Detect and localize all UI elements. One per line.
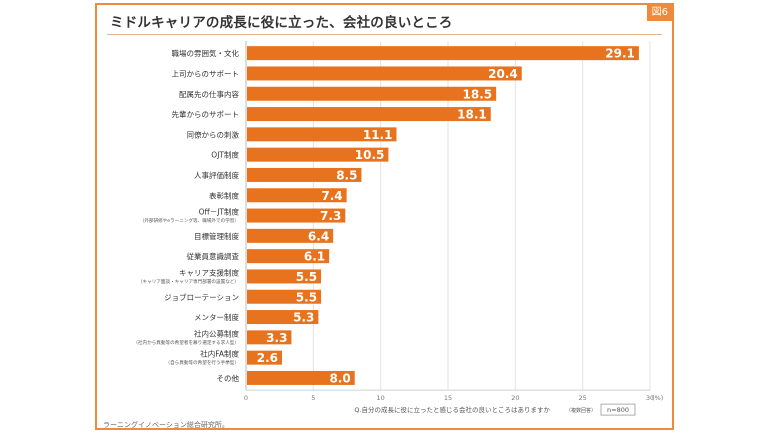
bar-value-label: 11.1: [363, 128, 393, 142]
category-label: 人事評価制度: [194, 170, 239, 180]
bar: [247, 46, 639, 61]
bar: [247, 370, 355, 385]
bar-value-label: 8.0: [329, 371, 350, 385]
category-label: 先輩からのサポート: [172, 109, 240, 119]
bar: [247, 289, 322, 304]
bar: [247, 107, 491, 122]
bar: [247, 188, 347, 203]
category-label: 職場の雰囲気・文化: [172, 48, 240, 58]
survey-question-note: （複数回答）: [566, 407, 596, 414]
bar: [247, 350, 283, 365]
bar-value-label: 2.6: [257, 351, 278, 365]
category-label: OJT制度: [211, 150, 239, 160]
bar-value-label: 8.5: [336, 168, 357, 182]
category-label: 従業員意識調査: [187, 251, 240, 261]
x-axis-unit: (%): [652, 394, 663, 402]
bar: [247, 127, 397, 142]
x-tick-label: 5: [311, 394, 315, 402]
figure-card: 図6 ミドルキャリアの成長に役に立った、会社の良いところ 0 5 10 15 20 25 3…: [95, 3, 674, 430]
category-label: メンター制度: [194, 312, 239, 322]
bar: [247, 167, 362, 182]
bar-value-label: 7.3: [320, 209, 341, 223]
bar: [247, 208, 346, 223]
bar-value-label: 5.3: [293, 311, 314, 325]
category-label: その他: [217, 373, 240, 383]
x-tick-label: 10: [377, 394, 385, 402]
x-tick-label: 20: [511, 394, 519, 402]
x-tick-label: 30: [646, 394, 654, 402]
bar-value-label: 5.5: [296, 270, 317, 284]
survey-question: Q.自分の成長に役に立ったと感じる会社の良いところはありますか: [354, 405, 550, 414]
category-label: 目標管理制度: [194, 231, 239, 241]
category-label: 同僚からの刺激: [187, 129, 240, 139]
figure-badge: 図6: [646, 5, 672, 21]
title-divider: [107, 34, 662, 35]
chart-title: ミドルキャリアの成長に役に立った、会社の良いところ: [110, 15, 453, 31]
bar-value-label: 3.3: [266, 331, 287, 345]
category-label: 表彰制度: [209, 190, 239, 200]
bar-value-label: 10.5: [355, 148, 385, 162]
sample-size: n=800: [607, 406, 629, 414]
bar-value-label: 5.5: [296, 290, 317, 304]
x-tick-label: 0: [244, 394, 248, 402]
bar-value-label: 29.1: [605, 47, 635, 61]
category-sublabel: （社内から異動等の希望者を募り選定する求人型）: [133, 339, 239, 346]
x-tick-label: 15: [444, 394, 452, 402]
bar: [247, 330, 292, 345]
bar: [247, 86, 497, 101]
category-label: ジョブローテーション: [164, 292, 239, 302]
source-note: ラーニングイノベーション総合研究所。: [103, 421, 229, 429]
category-label: 社内公募制度: [194, 328, 239, 338]
bar-chart: 0 5 10 15 20 25 30(%) 29.1 職場の雰囲気・文化 20.4 上司からのサポー…: [133, 41, 663, 416]
bar: [247, 249, 330, 264]
bar-value-label: 7.4: [321, 189, 342, 203]
category-sublabel: （外部研修やeラーニング等、職場外での学習）: [140, 217, 239, 224]
category-label: キャリア支援制度: [179, 267, 239, 277]
sample-size-box: [600, 403, 636, 416]
bar: [247, 147, 389, 162]
category-label: Off－JT制度: [199, 207, 240, 217]
bar-value-label: 18.5: [463, 87, 493, 101]
category-label: 社内FA制度: [200, 349, 239, 359]
category-sublabel: （キャリア面談・キャリア専門部署の設置など）: [138, 278, 239, 285]
bar: [247, 269, 322, 284]
x-tick-label: 25: [579, 394, 587, 402]
bar: [247, 310, 319, 325]
bar-value-label: 6.1: [304, 250, 325, 264]
bar-value-label: 20.4: [488, 67, 518, 81]
category-label: 上司からのサポート: [172, 69, 240, 78]
bar: [247, 228, 334, 243]
category-label: 配属先の仕事内容: [179, 89, 239, 99]
bar-value-label: 18.1: [457, 108, 487, 122]
bar: [247, 66, 522, 81]
bar-value-label: 6.4: [308, 229, 329, 243]
category-sublabel: （自ら異動等の希望を行う手挙型）: [165, 359, 239, 366]
